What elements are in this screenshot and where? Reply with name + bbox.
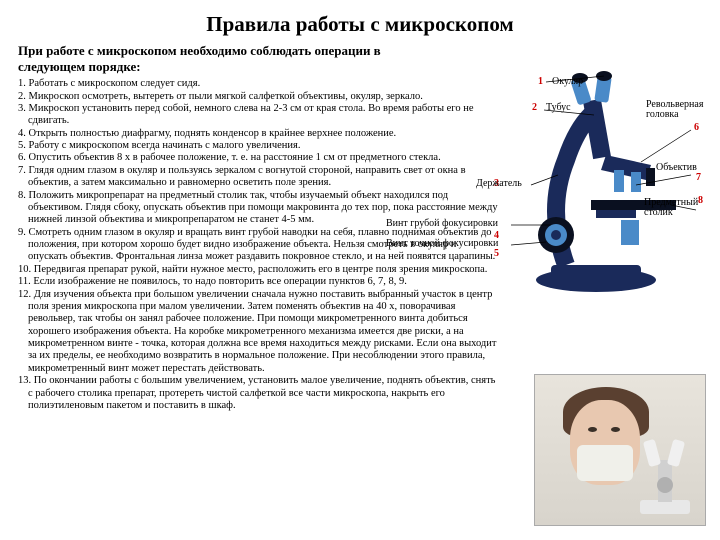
label-obektiv: Объектив: [656, 162, 697, 173]
rule-item: 3. Микроскоп установить перед собой, нем…: [18, 103, 498, 128]
label-okulyar: Окуляр: [552, 76, 583, 87]
rule-item: 12. Для изучения объекта при большом уве…: [18, 289, 498, 376]
page-title: Правила работы с микроскопом: [18, 12, 702, 37]
rule-item: 1. Работать с микроскопом следует сидя.: [18, 78, 498, 90]
label-revolver: Револьверная головка: [646, 100, 716, 120]
rule-item: 13. По окончании работы с большим увелич…: [18, 375, 498, 412]
num-7: 7: [696, 172, 701, 183]
num-1: 1: [538, 76, 543, 87]
rule-item: 7. Глядя одним глазом в окуляр и пользуя…: [18, 165, 498, 190]
rule-item: 2. Микроскоп осмотреть, вытереть от пыли…: [18, 91, 498, 103]
num-8: 8: [698, 195, 703, 206]
rule-item: 6. Опустить объектив 8 х в рабочее полож…: [18, 152, 498, 164]
label-tubus: Тубус: [546, 102, 571, 113]
rule-item: 11. Если изображение не появилось, то на…: [18, 276, 498, 288]
subtitle-line1: При работе с микроскопом необходимо собл…: [18, 43, 702, 59]
microscope-diagram: 1 Окуляр 2 Тубус Револьверная головка 6 …: [496, 70, 706, 300]
num-2: 2: [532, 102, 537, 113]
rule-item: 4. Открыть полностью диафрагму, поднять …: [18, 128, 498, 140]
num-5: 5: [494, 248, 499, 259]
rule-item: 5. Работу с микроскопом всегда начинать …: [18, 140, 498, 152]
label-grubaya: Винт грубой фокусировки: [386, 218, 498, 229]
rule-item: 10. Передвигая препарат рукой, найти нуж…: [18, 264, 498, 276]
operator-photo: [534, 374, 706, 526]
label-derzhatel: Держатель: [476, 178, 522, 189]
label-tochnaya: Винт точной фокусировки: [386, 238, 498, 249]
num-6: 6: [694, 122, 699, 133]
label-stolik: Предметный столик: [644, 198, 714, 218]
